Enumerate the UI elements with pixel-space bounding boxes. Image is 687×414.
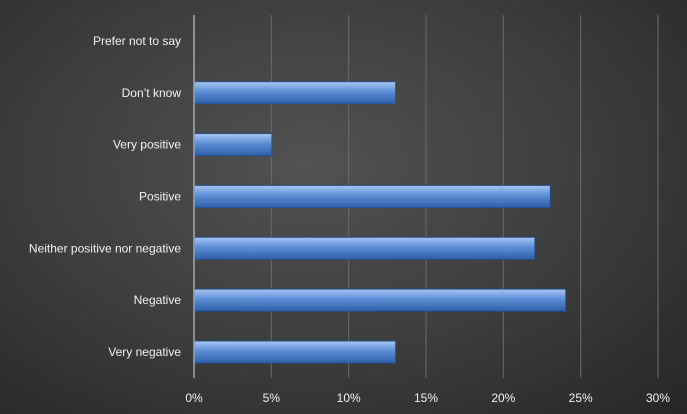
bar (194, 288, 567, 312)
bar (194, 133, 273, 157)
bar (194, 236, 536, 260)
x-tick-label: 30% (646, 391, 670, 405)
x-axis-tick-labels: 0% 5% 10% 15% 20% 25% 30% (185, 391, 670, 405)
category-label: Don’t know (122, 86, 182, 100)
bars (194, 81, 567, 364)
category-labels: Prefer not to say Don’t know Very positive… (29, 34, 181, 359)
bar (194, 185, 551, 208)
x-tick-label: 0% (185, 391, 203, 405)
x-tick-label: 15% (414, 391, 438, 405)
category-label: Prefer not to say (93, 34, 181, 48)
category-label: Positive (139, 190, 181, 204)
x-tick-label: 20% (491, 391, 515, 405)
x-tick-label: 25% (569, 391, 593, 405)
category-label: Very negative (108, 345, 181, 359)
category-label: Negative (134, 293, 182, 307)
bar (194, 81, 396, 105)
bar (194, 340, 396, 364)
category-label: Very positive (113, 138, 181, 152)
x-tick-label: 10% (337, 391, 361, 405)
x-tick-label: 5% (263, 391, 281, 405)
category-label: Neither positive nor negative (29, 241, 181, 255)
